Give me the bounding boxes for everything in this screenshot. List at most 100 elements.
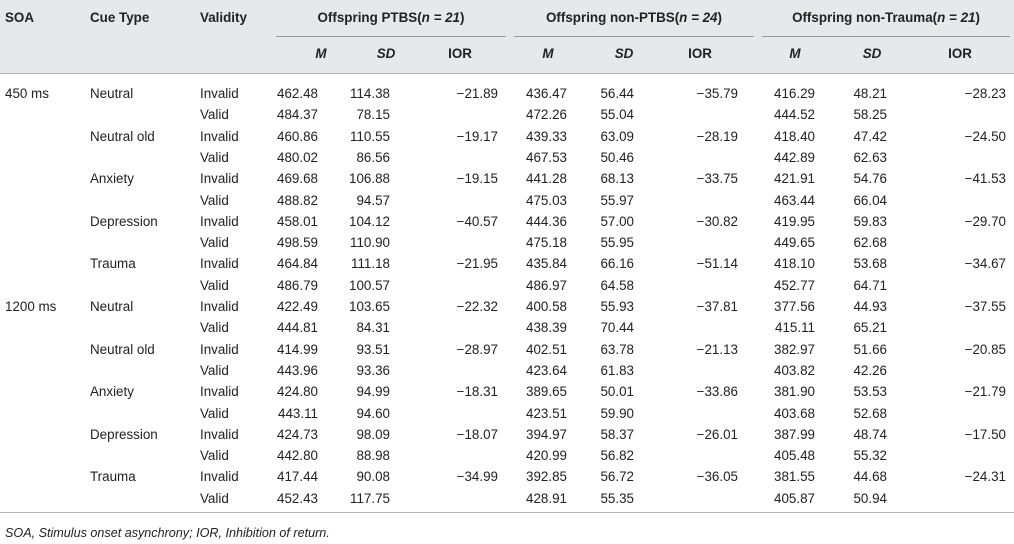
non-trauma-ior-cell: −29.70 [964, 214, 1006, 229]
sub-header-m: M [542, 46, 554, 61]
non-ptbs-ior-cell: −30.82 [696, 214, 738, 229]
non-trauma-ior-cell: −37.55 [964, 299, 1006, 314]
ptbs-sd-cell: 110.90 [350, 235, 390, 250]
non-ptbs-m-cell: 472.26 [526, 107, 567, 122]
non-trauma-sd-cell: 62.68 [853, 235, 887, 250]
cue-type-cell: Depression [90, 427, 158, 442]
ptbs-m-cell: 464.84 [277, 256, 318, 271]
non-ptbs-m-cell: 441.28 [526, 171, 567, 186]
non-ptbs-m-cell: 428.91 [526, 491, 567, 506]
cue-type-cell: Neutral [90, 86, 134, 101]
ptbs-sd-cell: 90.08 [356, 469, 390, 484]
non-trauma-ior-cell: −41.53 [964, 171, 1006, 186]
ptbs-m-cell: 484.37 [277, 107, 318, 122]
non-ptbs-ior-cell: −37.81 [696, 299, 738, 314]
validity-cell: Invalid [200, 427, 239, 442]
non-ptbs-sd-cell: 50.01 [600, 384, 634, 399]
validity-cell: Invalid [200, 384, 239, 399]
non-trauma-ior-cell: −28.23 [964, 86, 1006, 101]
cue-type-cell: Anxiety [90, 384, 134, 399]
ptbs-m-cell: 443.11 [278, 406, 318, 421]
non-ptbs-m-cell: 444.36 [526, 214, 567, 229]
ptbs-sd-cell: 93.51 [356, 342, 390, 357]
cue-type-cell: Anxiety [90, 171, 134, 186]
ptbs-sd-cell: 94.60 [356, 406, 390, 421]
validity-cell: Invalid [200, 342, 239, 357]
validity-cell: Valid [200, 107, 229, 122]
non-ptbs-sd-cell: 70.44 [600, 320, 634, 335]
ptbs-sd-cell: 106.88 [349, 171, 390, 186]
non-trauma-sd-cell: 54.76 [853, 171, 887, 186]
ptbs-ior-cell: −18.07 [456, 427, 498, 442]
non-ptbs-m-cell: 438.39 [526, 320, 567, 335]
non-trauma-m-cell: 452.77 [774, 278, 815, 293]
ptbs-ior-cell: −22.32 [456, 299, 498, 314]
non-trauma-m-cell: 405.87 [774, 491, 815, 506]
non-trauma-m-cell: 382.97 [774, 342, 815, 357]
non-trauma-ior-cell: −21.79 [964, 384, 1006, 399]
ptbs-m-cell: 460.86 [277, 129, 318, 144]
ptbs-m-cell: 480.02 [277, 150, 318, 165]
non-ptbs-sd-cell: 61.83 [600, 363, 634, 378]
ptbs-m-cell: 444.81 [277, 320, 318, 335]
validity-cell: Valid [200, 235, 229, 250]
non-trauma-m-cell: 463.44 [774, 193, 815, 208]
non-trauma-sd-cell: 59.83 [853, 214, 887, 229]
non-ptbs-sd-cell: 58.37 [600, 427, 634, 442]
ptbs-m-cell: 498.59 [277, 235, 318, 250]
validity-cell: Invalid [200, 256, 239, 271]
sub-header-ior: IOR [688, 46, 712, 61]
ptbs-m-cell: 452.43 [277, 491, 318, 506]
non-ptbs-sd-cell: 57.00 [600, 214, 634, 229]
non-ptbs-m-cell: 423.51 [526, 406, 567, 421]
ptbs-m-cell: 443.96 [277, 363, 318, 378]
sub-header-sd: SD [614, 46, 634, 61]
non-ptbs-m-cell: 467.53 [526, 150, 567, 165]
ptbs-m-cell: 417.44 [277, 469, 318, 484]
ptbs-m-cell: 414.99 [277, 342, 318, 357]
non-trauma-m-cell: 418.10 [774, 256, 815, 271]
non-ptbs-m-cell: 389.65 [526, 384, 567, 399]
validity-cell: Invalid [200, 171, 239, 186]
ptbs-m-cell: 424.80 [277, 384, 318, 399]
non-trauma-m-cell: 449.65 [774, 235, 815, 250]
cue-type-cell: Trauma [90, 469, 136, 484]
ptbs-ior-cell: −18.31 [456, 384, 498, 399]
non-ptbs-ior-cell: −33.75 [696, 171, 738, 186]
non-trauma-sd-cell: 65.21 [853, 320, 887, 335]
non-trauma-sd-cell: 53.53 [853, 384, 887, 399]
non-trauma-m-cell: 444.52 [774, 107, 815, 122]
validity-cell: Valid [200, 491, 229, 506]
ptbs-sd-cell: 84.31 [356, 320, 390, 335]
non-trauma-m-cell: 403.82 [774, 363, 815, 378]
non-trauma-sd-cell: 48.74 [853, 427, 887, 442]
non-ptbs-sd-cell: 55.93 [600, 299, 634, 314]
non-ptbs-sd-cell: 68.13 [600, 171, 634, 186]
non-trauma-sd-cell: 51.66 [853, 342, 887, 357]
ptbs-sd-cell: 94.99 [356, 384, 390, 399]
non-ptbs-sd-cell: 56.72 [600, 469, 634, 484]
ptbs-sd-cell: 100.57 [349, 278, 390, 293]
non-trauma-sd-cell: 44.68 [853, 469, 887, 484]
non-ptbs-ior-cell: −35.79 [696, 86, 738, 101]
non-ptbs-m-cell: 475.18 [526, 235, 567, 250]
group-rule-non-trauma [762, 36, 1010, 37]
non-trauma-m-cell: 418.40 [774, 129, 815, 144]
soa-cell: 1200 ms [5, 299, 57, 314]
non-ptbs-ior-cell: −51.14 [696, 256, 738, 271]
validity-cell: Valid [200, 193, 229, 208]
ptbs-ior-cell: −34.99 [456, 469, 498, 484]
validity-cell: Invalid [200, 214, 239, 229]
non-trauma-m-cell: 415.11 [775, 320, 815, 335]
cue-type-cell: Neutral [90, 299, 134, 314]
group-rule-ptbs [276, 36, 506, 37]
non-ptbs-m-cell: 392.85 [526, 469, 567, 484]
non-ptbs-ior-cell: −21.13 [696, 342, 738, 357]
ptbs-m-cell: 469.68 [277, 171, 318, 186]
sub-header-sd: SD [376, 46, 396, 61]
ptbs-sd-cell: 94.57 [356, 193, 390, 208]
non-trauma-ior-cell: −20.85 [964, 342, 1006, 357]
ptbs-ior-cell: −21.89 [456, 86, 498, 101]
ptbs-sd-cell: 78.15 [356, 107, 390, 122]
